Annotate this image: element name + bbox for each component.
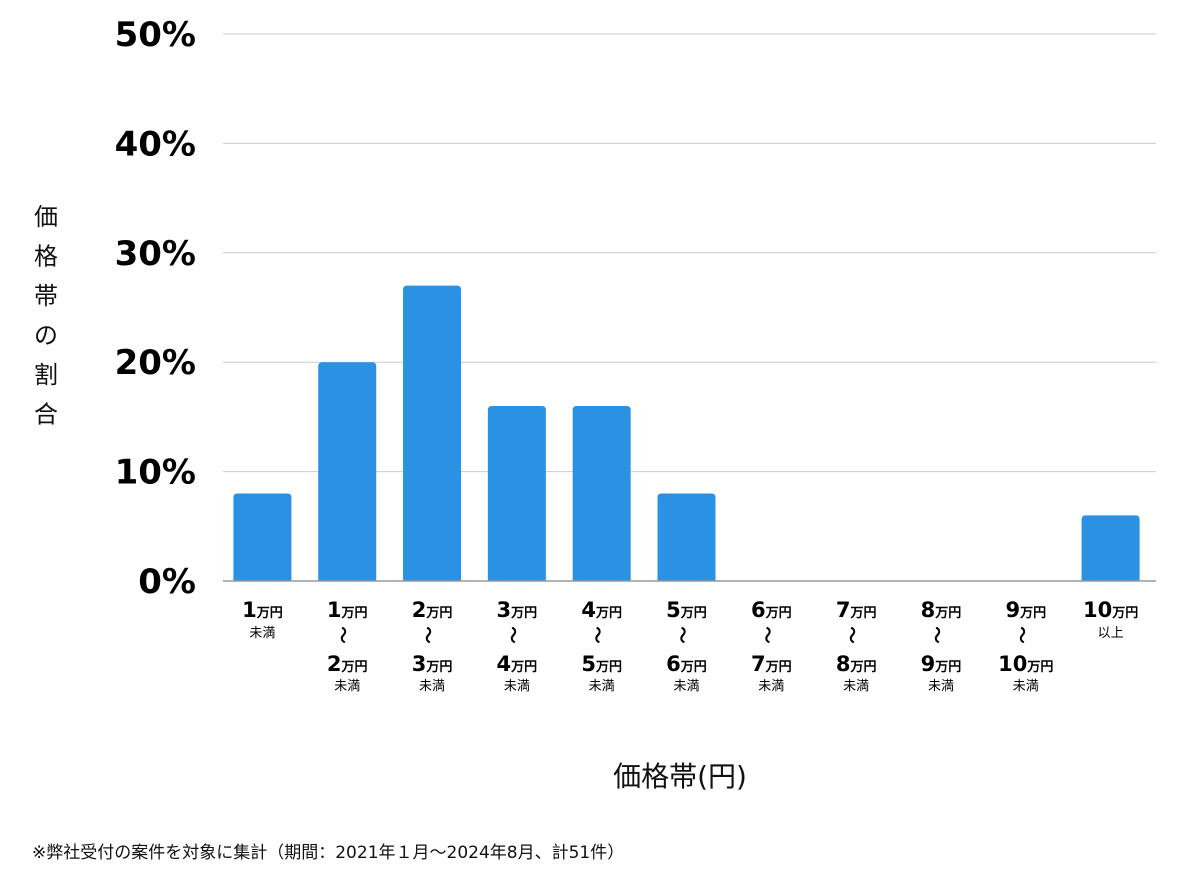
category-label-from: 6万円	[751, 598, 792, 622]
category-label-tilde: 〜	[332, 627, 352, 644]
category-label-tilde: 〜	[841, 627, 861, 644]
x-axis-label: 価格帯(円)	[613, 760, 747, 793]
category-label-to: 5万円	[581, 652, 622, 676]
category-label-to: 6万円	[666, 652, 707, 676]
y-tick-label: 30%	[115, 234, 196, 274]
y-tick-label: 10%	[115, 453, 196, 493]
bar	[403, 285, 462, 581]
category-label-from: 9万円	[1005, 598, 1046, 622]
bar	[487, 405, 546, 581]
footnote: ※弊社受付の案件を対象に集計（期間：2021年１月〜2024年8月、計51件）	[32, 843, 625, 863]
y-tick-label: 20%	[115, 343, 196, 383]
category-label-tilde: 〜	[1011, 627, 1031, 644]
category-label-from: 1万円	[327, 598, 368, 622]
category-label-note: 未満	[843, 679, 869, 694]
category-label-tilde: 〜	[926, 627, 946, 644]
category-label-tilde: 〜	[417, 627, 437, 644]
category-label-note: 未満	[1013, 679, 1039, 694]
category-label-tilde: 〜	[756, 627, 776, 644]
category-label-from: 7万円	[836, 598, 877, 622]
bar	[657, 493, 716, 581]
category-label-note: 以上	[1098, 626, 1124, 641]
category-label-note: 未満	[334, 679, 360, 694]
category-label-note: 未満	[589, 679, 615, 694]
category-label-from: 8万円	[921, 598, 962, 622]
category-label-from: 10万円	[1083, 598, 1138, 622]
category-label-from: 4万円	[581, 598, 622, 622]
category-label-from: 2万円	[412, 598, 453, 622]
category-label-tilde: 〜	[502, 627, 522, 644]
category-label-from: 3万円	[497, 598, 538, 622]
category-label-tilde: 〜	[672, 627, 692, 644]
category-label-to: 2万円	[327, 652, 368, 676]
category-label-note: 未満	[249, 626, 275, 641]
bar	[1081, 515, 1140, 581]
y-axis-label: 価格帯の割合	[34, 203, 58, 429]
category-label-to: 4万円	[497, 652, 538, 676]
category-label-to: 9万円	[921, 652, 962, 676]
y-tick-label: 0%	[138, 562, 196, 602]
bar	[318, 362, 377, 581]
category-label-from: 5万円	[666, 598, 707, 622]
category-label-note: 未満	[928, 679, 954, 694]
bar-chart: 0%10%20%30%40%50%1万円未満1万円〜2万円未満2万円〜3万円未満…	[34, 15, 1156, 793]
y-tick-label: 50%	[115, 15, 196, 55]
category-label-note: 未満	[673, 679, 699, 694]
category-label-to: 10万円	[998, 652, 1053, 676]
category-label-to: 7万円	[751, 652, 792, 676]
category-label-to: 3万円	[412, 652, 453, 676]
category-label-note: 未満	[504, 679, 530, 694]
bar	[233, 493, 292, 581]
bar	[572, 405, 631, 581]
category-label-note: 未満	[419, 679, 445, 694]
category-label-to: 8万円	[836, 652, 877, 676]
category-label-from: 1万円	[242, 598, 283, 622]
category-label-note: 未満	[758, 679, 784, 694]
category-label-tilde: 〜	[587, 627, 607, 644]
y-tick-label: 40%	[115, 124, 196, 164]
